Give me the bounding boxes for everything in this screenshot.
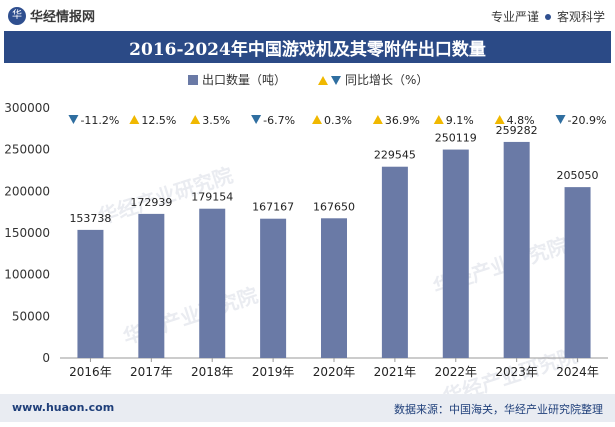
x-tick-label: 2020年 xyxy=(313,365,356,379)
legend-label-bar: 出口数量（吨） xyxy=(202,72,286,87)
yoy-down-triangle-icon xyxy=(68,115,79,124)
yoy-label: 12.5% xyxy=(141,114,176,127)
yoy-label: -6.7% xyxy=(263,114,295,127)
y-tick-label: 250000 xyxy=(4,143,50,157)
yoy-up-triangle-icon xyxy=(372,115,383,124)
x-tick-label: 2021年 xyxy=(374,365,417,379)
yoy-label: 0.3% xyxy=(324,114,352,127)
bar-value-label: 229545 xyxy=(374,149,416,162)
x-tick-label: 2024年 xyxy=(556,365,599,379)
bar xyxy=(503,141,530,358)
yoy-label: -11.2% xyxy=(80,114,119,127)
x-tick-label: 2023年 xyxy=(495,365,538,379)
yoy-up-triangle-icon xyxy=(312,115,322,124)
chart-svg: 出口数量（吨） 同比增长（%） 0 50000 100000 150000 200000 25… xyxy=(4,72,608,379)
yoy-up-triangle-icon xyxy=(129,115,140,124)
legend-label-yoy: 同比增长（%） xyxy=(345,73,428,87)
legend-up-triangle-icon xyxy=(318,76,328,85)
yoy-down-triangle-icon xyxy=(555,115,566,124)
bar xyxy=(138,213,165,358)
brand-name: 华经情报网 xyxy=(30,10,96,25)
yoy-label: -20.9% xyxy=(568,114,607,127)
bar xyxy=(199,208,226,358)
y-tick-label: 100000 xyxy=(4,268,50,282)
bar-value-label: 179154 xyxy=(191,191,233,204)
x-tick-label: 2017年 xyxy=(130,365,173,379)
y-tick-label: 50000 xyxy=(12,309,50,323)
bar-value-label: 172939 xyxy=(130,196,172,209)
bar-value-label: 153738 xyxy=(69,212,111,225)
bar xyxy=(321,218,347,358)
x-tick-label: 2022年 xyxy=(435,365,478,379)
y-tick-label: 0 xyxy=(42,351,50,365)
footer: www.huaon.com 数据来源：中国海关，华经产业研究院整理 xyxy=(0,394,615,422)
bar-value-label: 250119 xyxy=(435,132,477,145)
bar xyxy=(77,229,104,358)
legend-down-triangle-icon xyxy=(331,76,341,85)
data-source: 数据来源：中国海关，华经产业研究院整理 xyxy=(394,403,603,416)
tag-left: 专业严谨 xyxy=(490,10,539,24)
logo-icon: 华 xyxy=(8,6,26,25)
bar-value-label: 167650 xyxy=(313,200,355,213)
yoy-label: 3.5% xyxy=(202,114,230,127)
bar-value-label: 167167 xyxy=(252,201,294,214)
header-tags: 专业严谨 客观科学 xyxy=(491,8,605,25)
y-tick-label: 300000 xyxy=(4,101,50,115)
bar xyxy=(564,187,591,358)
yoy-up-triangle-icon xyxy=(190,115,201,124)
yoy-up-triangle-icon xyxy=(494,115,505,124)
y-tick-label: 200000 xyxy=(4,184,50,198)
yoy-up-triangle-icon xyxy=(433,115,444,124)
brand: 华 华经情报网 xyxy=(8,6,95,25)
legend-swatch-bar xyxy=(188,75,198,85)
chart-title: 2016-2024年中国游戏机及其零附件出口数量 xyxy=(4,31,611,63)
bar xyxy=(442,149,469,358)
bar-value-label: 205050 xyxy=(557,169,599,182)
x-tick-label: 2016年 xyxy=(69,365,112,379)
yoy-down-triangle-icon xyxy=(251,115,262,124)
yoy-label: 4.8% xyxy=(507,114,535,127)
x-tick-label: 2019年 xyxy=(252,365,295,379)
bar xyxy=(260,218,287,358)
bar xyxy=(381,166,408,358)
x-tick-label: 2018年 xyxy=(191,365,234,379)
top-bar: 华 华经情报网 专业严谨 客观科学 xyxy=(0,0,615,30)
bar-value-label: 259282 xyxy=(496,124,538,137)
dot-icon xyxy=(544,13,551,20)
tag-right: 客观科学 xyxy=(556,10,605,24)
y-tick-label: 150000 xyxy=(4,226,50,240)
yoy-label: 9.1% xyxy=(446,114,474,127)
yoy-label: 36.9% xyxy=(385,114,420,127)
website: www.huaon.com xyxy=(12,401,115,414)
